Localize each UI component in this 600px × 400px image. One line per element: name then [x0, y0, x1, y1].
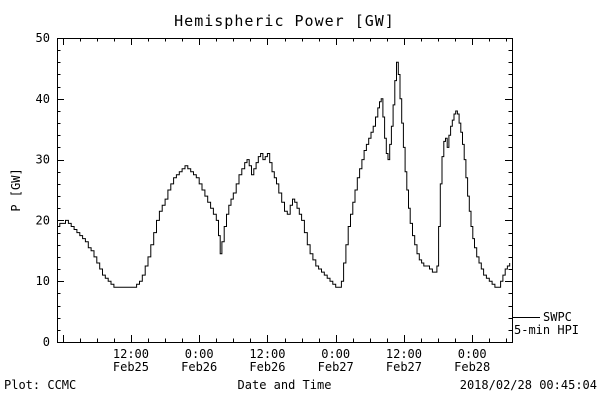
y-tick-label: 10: [36, 274, 50, 288]
tick-labels: 12:00Feb250:00Feb2612:00Feb260:00Feb2712…: [36, 31, 491, 374]
x-tick-date: Feb28: [454, 360, 490, 374]
plot-timestamp: 2018/02/28 00:45:04: [459, 378, 597, 392]
x-tick-time: 12:00: [249, 347, 285, 361]
axes-frame: [57, 38, 513, 343]
chart-title: Hemispheric Power [GW]: [174, 12, 395, 30]
x-tick-date: Feb27: [386, 360, 422, 374]
x-tick-date: Feb26: [249, 360, 285, 374]
legend-series-detail: 5-min HPI: [514, 323, 580, 337]
legend-row: SWPC: [512, 311, 600, 324]
legend-series-name: SWPC: [543, 310, 572, 324]
legend: SWPC 5-min HPI: [512, 311, 600, 337]
plot-credit: Plot: CCMC: [4, 378, 77, 392]
x-tick-time: 0:00: [458, 347, 487, 361]
y-tick-label: 30: [36, 153, 50, 167]
y-tick-label: 50: [36, 31, 50, 45]
x-tick-date: Feb25: [113, 360, 149, 374]
y-tick-label: 40: [36, 92, 50, 106]
y-tick-label: 0: [43, 335, 50, 349]
x-axis-label: Date and Time: [237, 378, 332, 392]
series-line: [57, 61, 511, 288]
x-tick-time: 0:00: [185, 347, 214, 361]
x-tick-time: 12:00: [386, 347, 422, 361]
y-tick-label: 20: [36, 213, 50, 227]
legend-line-swatch: [512, 317, 540, 318]
x-tick-date: Feb27: [318, 360, 354, 374]
x-tick-date: Feb26: [181, 360, 217, 374]
x-tick-time: 0:00: [321, 347, 350, 361]
x-tick-time: 12:00: [113, 347, 149, 361]
